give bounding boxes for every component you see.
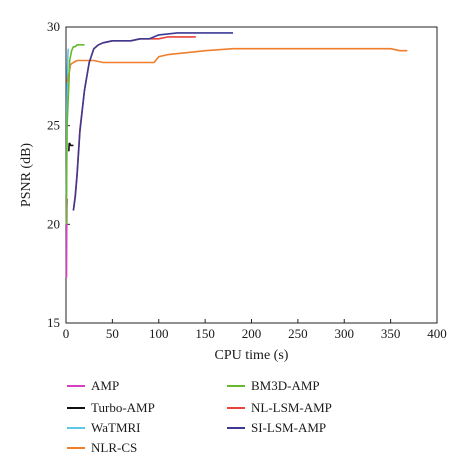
series-line-si-lsm-amp (72, 32, 233, 211)
x-tick-label: 150 (195, 326, 215, 341)
series-lines (65, 32, 408, 278)
legend-label: WaTMRI (91, 420, 141, 435)
x-tick-label: 200 (242, 326, 262, 341)
y-tick-label: 15 (47, 315, 60, 330)
y-tick-label: 20 (47, 216, 60, 231)
legend-label: BM3D-AMP (251, 378, 320, 393)
x-tick-label: 50 (106, 326, 119, 341)
y-tick-label: 30 (47, 19, 60, 34)
series-line-nlr-cs (66, 47, 408, 83)
x-tick-label: 400 (427, 326, 447, 341)
legend: AMP Turbo-AMP WaTMRI NLR-CS BM3D-AMP NL-LSM-A… (67, 378, 332, 455)
x-tick-label: 100 (149, 326, 169, 341)
x-tick-label: 300 (335, 326, 355, 341)
legend-label: Turbo-AMP (91, 400, 155, 415)
x-tick-label: 350 (381, 326, 401, 341)
x-tick-label: 0 (63, 326, 70, 341)
plot-frame (65, 26, 438, 324)
legend-label: NLR-CS (91, 440, 137, 455)
legend-label: SI-LSM-AMP (251, 420, 326, 435)
series-line-bm3d-amp (65, 43, 85, 225)
x-axis-title: CPU time (s) (215, 348, 289, 363)
y-tick-label: 25 (47, 118, 60, 133)
y-axis-title: PSNR (dB) (19, 143, 34, 208)
legend-label: NL-LSM-AMP (251, 400, 332, 415)
axis-ticks: 0 50 100 150 200 250 300 350 400 15 20 25 30 (47, 19, 447, 341)
legend-label: AMP (91, 378, 119, 393)
series-line-turbo-amp (68, 142, 74, 152)
x-tick-label: 250 (288, 326, 308, 341)
